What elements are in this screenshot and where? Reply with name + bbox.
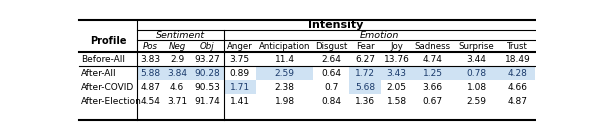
Text: Surprise: Surprise <box>459 42 495 51</box>
Text: 0.64: 0.64 <box>321 69 342 78</box>
Text: 0.84: 0.84 <box>321 97 342 105</box>
Text: 6.27: 6.27 <box>355 55 375 64</box>
Bar <box>256 66 313 80</box>
Text: 2.05: 2.05 <box>387 83 406 92</box>
Text: 1.08: 1.08 <box>467 83 487 92</box>
Text: 4.28: 4.28 <box>508 69 527 78</box>
Bar <box>224 80 256 94</box>
Text: Trust: Trust <box>507 42 528 51</box>
Text: 3.71: 3.71 <box>167 97 187 105</box>
Text: 5.88: 5.88 <box>140 69 160 78</box>
Text: Emotion: Emotion <box>360 31 399 40</box>
Bar <box>454 66 499 80</box>
Text: 90.28: 90.28 <box>194 69 220 78</box>
Text: 4.74: 4.74 <box>423 55 443 64</box>
Text: 90.53: 90.53 <box>194 83 220 92</box>
Text: Before-All: Before-All <box>81 55 125 64</box>
Bar <box>349 80 381 94</box>
Text: 1.98: 1.98 <box>275 97 294 105</box>
Text: 2.64: 2.64 <box>321 55 342 64</box>
Text: 3.75: 3.75 <box>229 55 250 64</box>
Bar <box>349 66 381 80</box>
Text: 3.43: 3.43 <box>387 69 406 78</box>
Text: 4.66: 4.66 <box>508 83 527 92</box>
Bar <box>499 66 535 80</box>
Text: 2.38: 2.38 <box>275 83 294 92</box>
Text: 11.4: 11.4 <box>275 55 294 64</box>
Text: Profile: Profile <box>89 36 126 46</box>
Text: 4.6: 4.6 <box>170 83 184 92</box>
Text: Anger: Anger <box>227 42 253 51</box>
Text: 1.71: 1.71 <box>229 83 250 92</box>
Text: 1.72: 1.72 <box>355 69 375 78</box>
Text: 0.89: 0.89 <box>229 69 250 78</box>
Text: Sadness: Sadness <box>415 42 451 51</box>
Text: Neg: Neg <box>169 42 186 51</box>
Text: After-COVID: After-COVID <box>81 83 134 92</box>
Text: Pos: Pos <box>142 42 158 51</box>
Text: 5.68: 5.68 <box>355 83 375 92</box>
Text: 91.74: 91.74 <box>194 97 220 105</box>
Text: 3.44: 3.44 <box>467 55 486 64</box>
Text: 1.41: 1.41 <box>230 97 250 105</box>
Text: 3.66: 3.66 <box>423 83 443 92</box>
Text: Anticipation: Anticipation <box>259 42 311 51</box>
Text: After-All: After-All <box>81 69 117 78</box>
Text: 0.78: 0.78 <box>467 69 487 78</box>
Text: 0.67: 0.67 <box>423 97 443 105</box>
Text: 3.84: 3.84 <box>167 69 187 78</box>
Text: Sentiment: Sentiment <box>156 31 205 40</box>
Text: 0.7: 0.7 <box>324 83 339 92</box>
Text: After-Election: After-Election <box>81 97 142 105</box>
Text: 13.76: 13.76 <box>384 55 409 64</box>
Bar <box>164 66 191 80</box>
Text: Obj: Obj <box>200 42 215 51</box>
Text: 4.87: 4.87 <box>140 83 160 92</box>
Text: 2.59: 2.59 <box>467 97 486 105</box>
Bar <box>381 66 412 80</box>
Text: 2.59: 2.59 <box>275 69 294 78</box>
Text: Joy: Joy <box>390 42 403 51</box>
Text: 1.58: 1.58 <box>387 97 406 105</box>
Text: 18.49: 18.49 <box>505 55 530 64</box>
Text: Disgust: Disgust <box>315 42 347 51</box>
Text: Intensity: Intensity <box>308 20 364 30</box>
Bar <box>191 66 224 80</box>
Text: Fear: Fear <box>356 42 374 51</box>
Text: 4.87: 4.87 <box>508 97 527 105</box>
Text: 1.25: 1.25 <box>423 69 443 78</box>
Bar <box>412 66 454 80</box>
Text: 93.27: 93.27 <box>194 55 220 64</box>
Text: 3.83: 3.83 <box>140 55 160 64</box>
Text: 1.36: 1.36 <box>355 97 375 105</box>
Text: 2.9: 2.9 <box>170 55 184 64</box>
Text: 4.54: 4.54 <box>140 97 160 105</box>
Bar <box>136 66 164 80</box>
